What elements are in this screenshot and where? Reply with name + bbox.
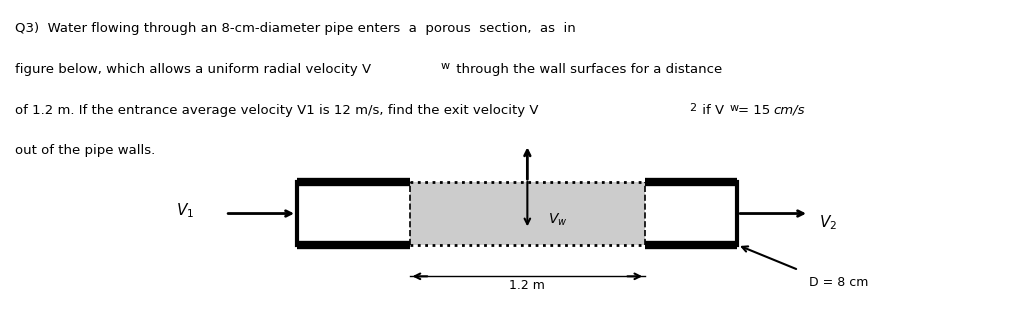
Text: $V_w$: $V_w$ bbox=[548, 212, 567, 228]
Text: Q3)  Water flowing through an 8-cm-diameter pipe enters  a  porous  section,  as: Q3) Water flowing through an 8-cm-diamet… bbox=[15, 22, 577, 35]
Text: figure below, which allows a uniform radial velocity V: figure below, which allows a uniform rad… bbox=[15, 63, 372, 76]
Text: D = 8 cm: D = 8 cm bbox=[809, 276, 868, 289]
Text: 1.2 m: 1.2 m bbox=[509, 279, 546, 292]
Text: cm/s: cm/s bbox=[773, 104, 805, 116]
Text: $V_2$: $V_2$ bbox=[819, 214, 838, 232]
Text: $V_1$: $V_1$ bbox=[176, 201, 195, 220]
Text: 2: 2 bbox=[689, 103, 696, 113]
Text: w: w bbox=[440, 61, 450, 71]
Text: if V: if V bbox=[698, 104, 725, 116]
Text: out of the pipe walls.: out of the pipe walls. bbox=[15, 144, 156, 157]
Text: w: w bbox=[729, 103, 738, 113]
Text: through the wall surfaces for a distance: through the wall surfaces for a distance bbox=[452, 63, 722, 76]
Text: = 15: = 15 bbox=[738, 104, 775, 116]
Bar bbox=[410, 182, 645, 245]
Text: of 1.2 m. If the entrance average velocity V1 is 12 m/s, find the exit velocity : of 1.2 m. If the entrance average veloci… bbox=[15, 104, 539, 116]
